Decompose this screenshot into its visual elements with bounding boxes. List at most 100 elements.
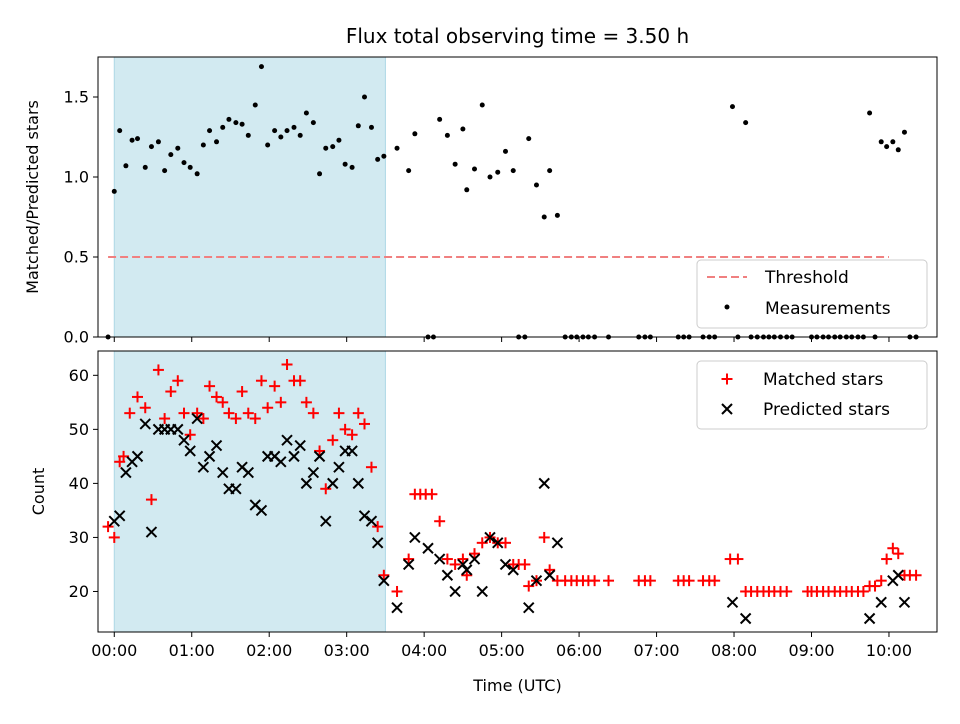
matched-star-point [294,375,306,387]
predicted-star-point [457,558,469,571]
matched-star-point [391,585,403,597]
measurement-point [452,161,458,167]
y-tick-label: 1.5 [64,88,89,107]
measurement-point [265,142,271,148]
measurement-point [303,110,309,116]
legend-predicted-marker [721,403,733,415]
measurement-point [743,120,749,126]
measurement-point [541,214,547,220]
matched-star-point [145,494,157,506]
matched-star-point [372,521,384,533]
matched-star-point [139,402,151,414]
measurement-point [278,134,284,140]
measurement-point [272,128,278,134]
predicted-star-point [358,510,371,522]
matched-star-point [184,429,196,441]
x-tick-label: 00:00 [91,641,137,660]
top-legend-box [696,259,928,329]
measurement-point [207,128,213,134]
top-observing-window-shade [113,56,386,338]
measurement-point [554,212,560,218]
matched-star-point [197,413,209,425]
predicted-star-point [313,450,326,463]
matched-star-point [644,575,656,587]
matched-star-point [857,585,869,597]
measurement-point [368,124,374,130]
measurement-point [123,163,129,169]
measurement-point [412,131,418,137]
x-axis-label: Time (UTC) [472,676,561,695]
measurement-point [502,148,508,154]
y-tick-label: 0.5 [64,248,89,267]
measurement-point [479,102,485,108]
measurement-point [258,64,264,70]
y-tick-label: 1.0 [64,168,89,187]
top-y-ticks: 0.0 0.5 1.0 1.5 [64,88,98,347]
measurement-point [464,187,470,193]
matched-star-point [307,407,319,419]
measurement-point [239,121,245,127]
matched-star-point [108,531,120,543]
matched-star-point [519,558,531,570]
predicted-star-point [739,612,752,625]
matched-star-point [249,413,261,425]
predicted-star-point [726,596,739,608]
measurement-point [394,145,400,151]
measurement-point [375,156,381,162]
measurement-point [297,132,303,138]
matched-star-point [327,434,339,446]
predicted-star-point [365,515,378,527]
predicted-star-point [255,504,268,517]
predicted-star-point [863,612,876,625]
predicted-star-point [378,574,390,587]
predicted-star-point [371,537,384,549]
measurement-point [194,171,200,177]
measurement-point [117,128,123,134]
measurement-point [547,168,553,174]
matched-star-point [211,391,223,403]
matched-star-point [102,521,114,533]
matched-star-point [346,429,358,441]
matched-star-point [709,575,721,587]
measurement-point [510,168,516,174]
matched-star-point [281,359,293,371]
predicted-star-point [113,510,126,522]
matched-star-point [887,542,899,554]
matched-star-point [892,548,904,560]
matched-star-point [300,396,312,408]
measurement-point [444,132,450,138]
predicted-star-point [294,439,306,452]
top-y-axis-label: Matched/Predicted stars [23,100,42,294]
matched-star-point [589,575,601,587]
measurement-point [890,139,896,145]
predicted-star-point [898,596,911,608]
matched-star-point [365,461,377,473]
measurement-point [175,145,181,151]
matched-star-point [152,364,164,376]
matched-star-point [159,413,171,425]
legend-threshold-label: Threshold [764,268,849,288]
predicted-star-point [402,558,415,571]
bottom-x-ticks: 00:00 01:00 02:00 03:00 04:00 05:00 06:00 07:00… [91,632,912,660]
measurement-point [162,168,168,174]
bottom-y-ticks: 20 30 40 50 60 [69,366,98,601]
matched-star-point [544,564,556,576]
matched-star-point [339,423,351,435]
matched-star-point [236,386,248,398]
matched-star-point [434,515,446,527]
legend-measurements-swatch [724,304,730,310]
matched-star-point [314,445,326,457]
matched-star-point [242,407,254,419]
matched-star-point [403,553,415,565]
measurement-point [155,139,161,145]
predicted-star-point [468,553,481,565]
predicted-star-point [145,526,158,538]
measurement-point [355,123,361,129]
x-tick-label: 01:00 [169,641,215,660]
matched-star-point [178,407,190,419]
predicted-star-point [422,542,434,554]
measurement-point [342,161,348,167]
predicted-star-point [346,445,358,457]
measurement-point [168,152,174,158]
y-tick-label: 20 [69,582,89,601]
